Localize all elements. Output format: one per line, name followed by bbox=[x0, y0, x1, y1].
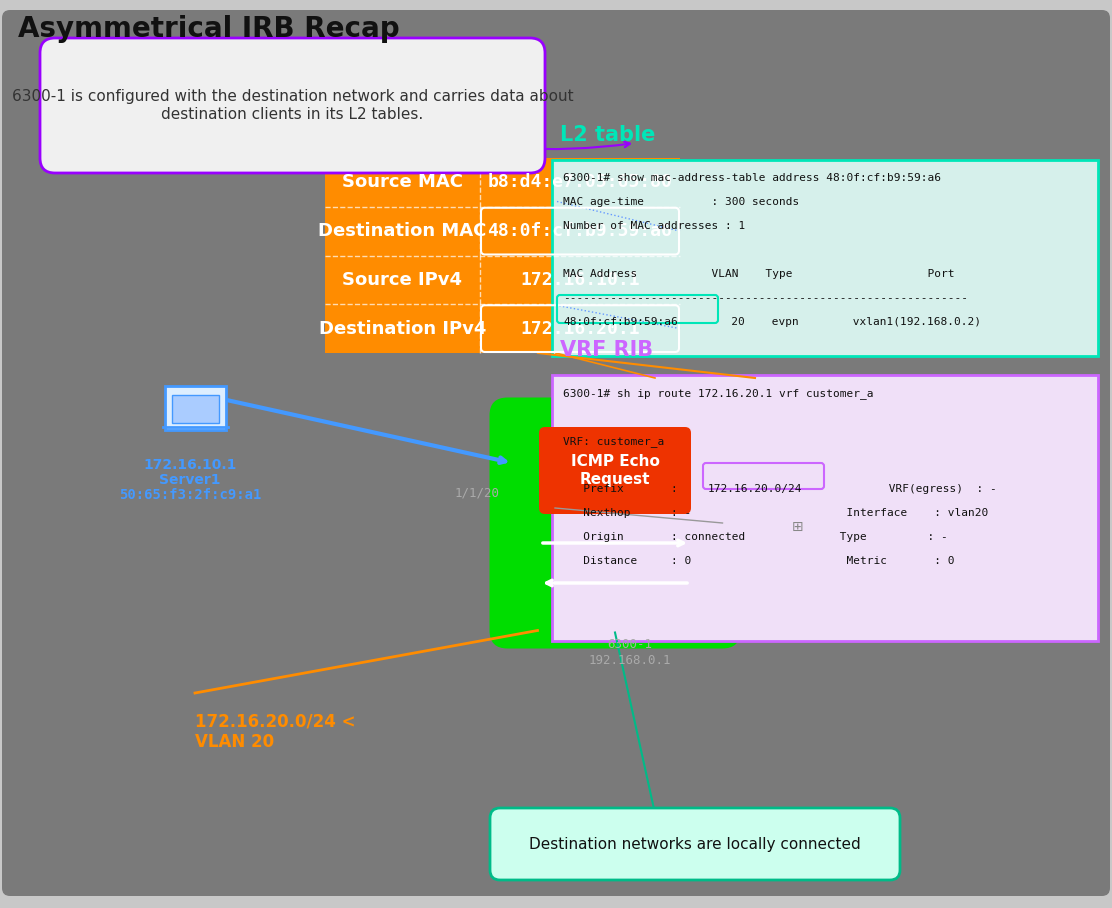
Text: ⊞: ⊞ bbox=[792, 520, 804, 534]
FancyBboxPatch shape bbox=[539, 427, 691, 514]
FancyBboxPatch shape bbox=[165, 386, 226, 430]
FancyBboxPatch shape bbox=[325, 158, 681, 353]
Text: 172.16.20.1: 172.16.20.1 bbox=[520, 320, 639, 338]
FancyBboxPatch shape bbox=[552, 375, 1098, 641]
Text: VRF(egress)  : -: VRF(egress) : - bbox=[828, 484, 996, 494]
Text: Origin       : connected              Type         : -: Origin : connected Type : - bbox=[563, 532, 947, 542]
Text: Source MAC: Source MAC bbox=[342, 173, 463, 192]
FancyBboxPatch shape bbox=[490, 808, 900, 880]
Text: 48:0f:cf:b9:59:a6: 48:0f:cf:b9:59:a6 bbox=[563, 317, 677, 327]
Text: Number of MAC addresses : 1: Number of MAC addresses : 1 bbox=[563, 221, 745, 231]
Text: VLAN 20: VLAN 20 bbox=[195, 733, 275, 751]
Text: VRF RIB: VRF RIB bbox=[560, 340, 653, 360]
FancyBboxPatch shape bbox=[2, 10, 1110, 896]
Text: 6300-1 is configured with the destination network and carries data about
destina: 6300-1 is configured with the destinatio… bbox=[12, 89, 574, 122]
Text: ------------------------------------------------------------: ----------------------------------------… bbox=[563, 293, 969, 303]
Text: 6300-1# sh ip route 172.16.20.1 vrf customer_a: 6300-1# sh ip route 172.16.20.1 vrf cust… bbox=[563, 388, 874, 399]
FancyBboxPatch shape bbox=[489, 398, 741, 648]
Text: 48:0f:cf:b9:59:a6: 48:0f:cf:b9:59:a6 bbox=[487, 222, 673, 240]
Text: 6300-1
192.168.0.1: 6300-1 192.168.0.1 bbox=[588, 638, 672, 666]
Text: Destination networks are locally connected: Destination networks are locally connect… bbox=[529, 836, 861, 852]
Text: Asymmetrical IRB Recap: Asymmetrical IRB Recap bbox=[18, 15, 399, 43]
Text: 172.16.20.0/24: 172.16.20.0/24 bbox=[708, 484, 803, 494]
Text: ICMP Echo
Request: ICMP Echo Request bbox=[570, 454, 659, 487]
Text: 6300-1# show mac-address-table address 48:0f:cf:b9:59:a6: 6300-1# show mac-address-table address 4… bbox=[563, 173, 941, 183]
Text: 172.16.10.1: 172.16.10.1 bbox=[520, 271, 639, 289]
FancyBboxPatch shape bbox=[40, 38, 545, 173]
Text: Prefix       :: Prefix : bbox=[563, 484, 685, 494]
Text: VRF: customer_a: VRF: customer_a bbox=[563, 436, 664, 447]
Text: 172.16.20.0/24 <: 172.16.20.0/24 < bbox=[195, 713, 356, 731]
Text: Nexthop      : -                       Interface    : vlan20: Nexthop : - Interface : vlan20 bbox=[563, 508, 989, 518]
Text: Server1: Server1 bbox=[159, 473, 221, 487]
Text: 20    evpn        vxlan1(192.168.0.2): 20 evpn vxlan1(192.168.0.2) bbox=[711, 317, 981, 327]
Text: MAC Address           VLAN    Type                    Port: MAC Address VLAN Type Port bbox=[563, 269, 954, 279]
Text: Distance     : 0                       Metric       : 0: Distance : 0 Metric : 0 bbox=[563, 556, 954, 566]
Text: 50:65:f3:2f:c9:a1: 50:65:f3:2f:c9:a1 bbox=[119, 488, 261, 502]
Text: MAC age-time          : 300 seconds: MAC age-time : 300 seconds bbox=[563, 197, 800, 207]
Text: 172.16.10.1: 172.16.10.1 bbox=[143, 458, 237, 472]
Text: 1/1/20: 1/1/20 bbox=[455, 487, 499, 499]
Text: Destination IPv4: Destination IPv4 bbox=[319, 320, 486, 338]
Text: b8:d4:e7:05:65:80: b8:d4:e7:05:65:80 bbox=[487, 173, 673, 192]
FancyBboxPatch shape bbox=[552, 160, 1098, 356]
FancyBboxPatch shape bbox=[171, 395, 218, 423]
Text: Source IPv4: Source IPv4 bbox=[342, 271, 463, 289]
Text: Destination MAC: Destination MAC bbox=[318, 222, 487, 240]
Text: L2 table: L2 table bbox=[560, 125, 655, 145]
